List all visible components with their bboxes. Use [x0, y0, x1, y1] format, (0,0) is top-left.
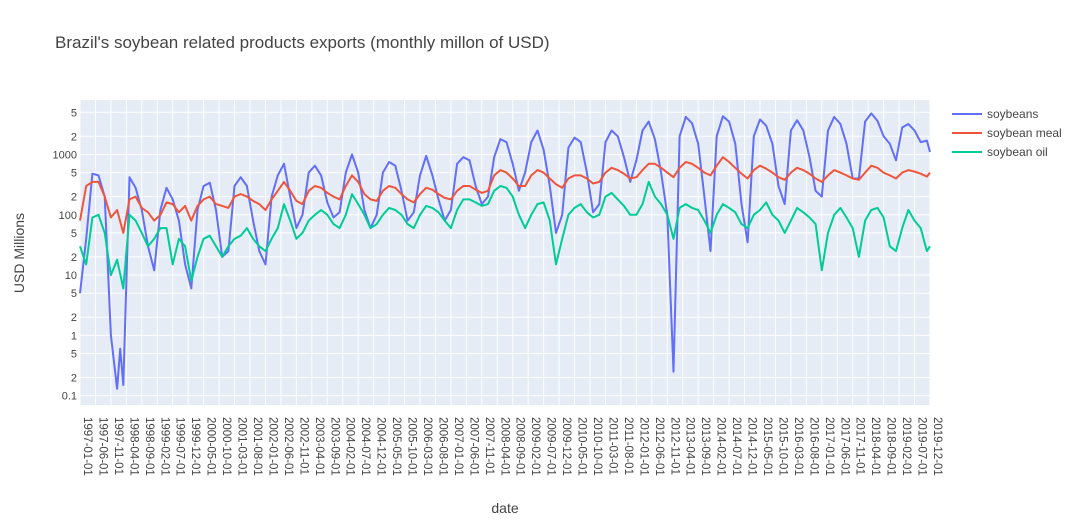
y-tick-label: 2: [71, 192, 77, 204]
y-axis-title: USD Millions: [11, 213, 27, 293]
x-tick-label: 2004-12-01: [375, 417, 387, 476]
x-tick-label: 2000-10-01: [220, 417, 232, 476]
x-tick-label: 2007-11-01: [483, 417, 495, 475]
legend-label: soybean meal: [987, 126, 1062, 140]
y-tick-label: 5: [71, 288, 77, 300]
y-tick-label: 100: [59, 210, 77, 222]
x-tick-label: 2012-01-01: [637, 417, 649, 476]
y-tick-label: 0.1: [62, 391, 77, 403]
x-tick-label: 2007-06-01: [467, 417, 479, 476]
x-tick-label: 1999-07-01: [174, 417, 186, 476]
x-tick-label: 2002-01-01: [266, 417, 278, 476]
x-tick-label: 2006-03-01: [421, 417, 433, 476]
x-tick-label: 2019-12-01: [931, 417, 943, 476]
x-tick-label: 2010-05-01: [576, 417, 588, 476]
plot-background: [80, 100, 930, 405]
x-tick-label: 2008-09-01: [514, 417, 526, 476]
series-line-soybean-oil[interactable]: [79, 180, 931, 290]
x-axis-ticks: 1997-01-01 1997-06-01 1997-11-01 1998-04-01…: [81, 417, 943, 476]
x-tick-label: 2004-07-01: [359, 417, 371, 476]
x-tick-label: 2007-01-01: [452, 417, 464, 476]
x-tick-label: 2012-11-01: [668, 417, 680, 475]
x-tick-label: 2019-02-01: [900, 417, 912, 476]
x-tick-label: 2013-09-01: [699, 417, 711, 476]
series-lines: [79, 112, 931, 390]
x-tick-label: 2004-02-01: [344, 417, 356, 476]
x-tick-label: 2017-01-01: [823, 417, 835, 476]
x-tick-label: 2014-02-01: [715, 417, 727, 476]
x-tick-label: 2018-09-01: [885, 417, 897, 476]
x-tick-label: 2018-04-01: [869, 417, 881, 476]
x-tick-label: 2015-10-01: [776, 417, 788, 476]
x-tick-label: 2009-12-01: [560, 417, 572, 476]
y-tick-label: 1000: [53, 149, 77, 161]
legend-label: soybeans: [987, 107, 1038, 121]
x-tick-label: 2014-07-01: [730, 417, 742, 476]
y-tick-label: 2: [71, 373, 77, 385]
y-tick-label: 5: [71, 107, 77, 119]
legend-item-soybean-meal[interactable]: soybean meal: [952, 126, 1062, 140]
series-line-soybean-meal[interactable]: [79, 156, 931, 234]
x-tick-label: 1999-02-01: [158, 417, 170, 476]
legend-item-soybean-oil[interactable]: soybean oil: [952, 145, 1048, 159]
x-tick-label: 2010-10-01: [591, 417, 603, 476]
x-tick-label: 2009-07-01: [545, 417, 557, 476]
y-tick-label: 10: [65, 270, 77, 282]
x-tick-label: 2000-05-01: [205, 417, 217, 476]
legend[interactable]: soybeans soybean meal soybean oil: [952, 107, 1062, 159]
y-tick-label: 2: [71, 131, 77, 143]
y-axis-ticks: 0.1 2 5 1 2 5 10 2 5 100 2 5 1000 2 5: [53, 107, 77, 402]
y-tick-label: 1: [71, 330, 77, 342]
x-tick-label: 2005-10-01: [406, 417, 418, 476]
x-tick-label: 2015-05-01: [761, 417, 773, 476]
x-tick-label: 2014-12-01: [746, 417, 758, 476]
x-tick-label: 2017-06-01: [838, 417, 850, 476]
x-tick-label: 2011-08-01: [622, 417, 634, 475]
x-tick-label: 2012-06-01: [653, 417, 665, 476]
legend-label: soybean oil: [987, 145, 1048, 159]
series-line-soybeans[interactable]: [79, 112, 931, 390]
x-tick-label: 2001-03-01: [236, 417, 248, 476]
x-tick-label: 1998-04-01: [127, 417, 139, 476]
x-tick-label: 2019-07-01: [916, 417, 928, 476]
y-tick-label: 5: [71, 349, 77, 361]
x-tick-label: 2005-05-01: [390, 417, 402, 476]
x-tick-label: 1997-06-01: [96, 417, 108, 476]
x-tick-label: 2003-09-01: [328, 417, 340, 476]
x-tick-label: 1997-11-01: [112, 417, 124, 475]
x-tick-label: 2017-11-01: [854, 417, 866, 475]
x-tick-label: 2011-03-01: [606, 417, 618, 475]
x-tick-label: 2003-04-01: [313, 417, 325, 476]
y-tick-label: 5: [71, 168, 77, 180]
x-tick-label: 2002-06-01: [282, 417, 294, 476]
x-tick-label: 2002-11-01: [297, 417, 309, 475]
x-tick-label: 2016-08-01: [807, 417, 819, 476]
legend-item-soybeans[interactable]: soybeans: [952, 107, 1038, 121]
x-tick-label: 2006-08-01: [436, 417, 448, 476]
x-tick-label: 2013-04-01: [684, 417, 696, 476]
y-tick-label: 2: [71, 312, 77, 324]
x-axis-title: date: [491, 500, 518, 516]
y-tick-label: 2: [71, 252, 77, 264]
chart-title: Brazil's soybean related products export…: [55, 33, 550, 52]
x-tick-label: 1999-12-01: [189, 417, 201, 476]
x-tick-label: 1998-09-01: [143, 417, 155, 476]
x-tick-label: 2016-03-01: [792, 417, 804, 476]
x-tick-label: 1997-01-01: [81, 417, 93, 476]
x-tick-label: 2009-02-01: [529, 417, 541, 476]
y-tick-label: 5: [71, 228, 77, 240]
x-tick-label: 2008-04-01: [498, 417, 510, 476]
x-tick-label: 2001-08-01: [251, 417, 263, 476]
